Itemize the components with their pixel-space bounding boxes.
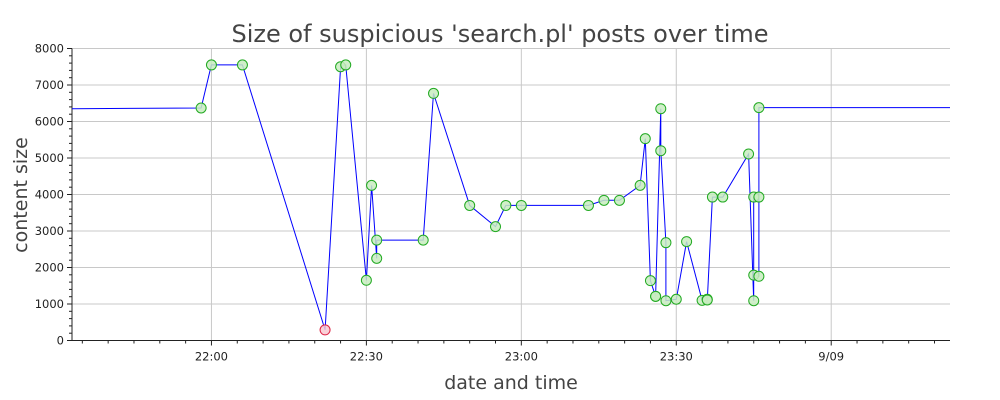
y-tick-label: 5000 — [35, 151, 64, 165]
data-point — [717, 191, 729, 203]
data-point — [706, 191, 718, 203]
data-point — [650, 290, 662, 302]
y-axis-label: content size — [10, 137, 32, 253]
x-tick-label: 23:00 — [505, 350, 538, 364]
data-point — [670, 293, 682, 305]
highlighted-data-point — [319, 324, 331, 336]
data-point — [582, 199, 594, 211]
y-tick-label: 8000 — [35, 42, 64, 56]
x-axis-label: date and time — [444, 372, 578, 394]
data-point — [417, 234, 429, 246]
data-point — [613, 194, 625, 206]
data-point — [598, 194, 610, 206]
x-tick-label: 9/09 — [818, 350, 844, 364]
data-point — [340, 59, 352, 71]
data-point — [500, 199, 512, 211]
data-point — [428, 87, 440, 99]
y-tick-label: 6000 — [35, 115, 64, 129]
data-point — [753, 102, 765, 114]
data-point — [490, 221, 502, 233]
data-point — [660, 295, 672, 307]
data-point — [681, 236, 693, 248]
data-point — [655, 145, 667, 157]
data-point — [753, 191, 765, 203]
y-tick-label: 0 — [57, 334, 64, 348]
series-layer — [71, 59, 950, 336]
y-tick-label: 7000 — [35, 78, 64, 92]
data-point — [644, 275, 656, 287]
data-point — [655, 103, 667, 115]
data-point — [236, 59, 248, 71]
y-tick-label: 2000 — [35, 261, 64, 275]
data-point — [701, 294, 713, 306]
data-point — [360, 274, 372, 286]
data-point — [371, 234, 383, 246]
y-tick-label: 3000 — [35, 224, 64, 238]
x-tick-label: 22:30 — [350, 350, 383, 364]
x-tick-label: 22:00 — [195, 350, 228, 364]
grid — [72, 48, 950, 341]
data-point — [748, 295, 760, 307]
chart-title: Size of suspicious 'search.pl' posts ove… — [231, 20, 768, 48]
data-point — [660, 237, 672, 249]
data-point — [743, 148, 755, 160]
data-point — [366, 179, 378, 191]
data-point — [195, 102, 207, 114]
y-tick-label: 4000 — [35, 188, 64, 202]
axes: 0 1000 2000 3000 4000 5000 6000 7000 8000 22:00 22… — [35, 42, 950, 364]
data-point — [464, 199, 476, 211]
x-tick-label: 23:30 — [660, 350, 693, 364]
data-point — [753, 270, 765, 282]
y-tick-label: 1000 — [35, 297, 64, 311]
data-point — [515, 199, 527, 211]
data-point — [634, 179, 646, 191]
data-point — [371, 252, 383, 264]
data-point — [639, 133, 651, 145]
data-point — [205, 59, 217, 71]
